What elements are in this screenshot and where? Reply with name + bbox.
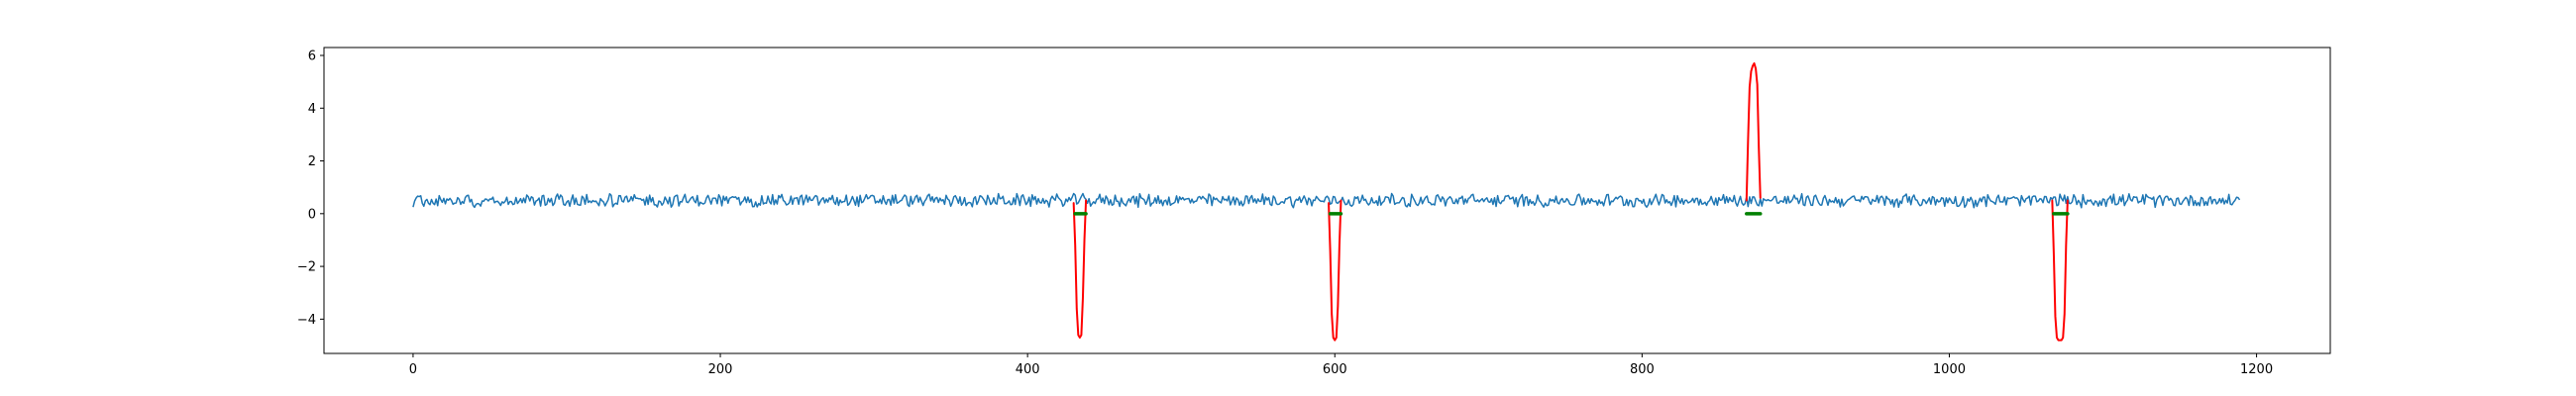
anomaly-line: [1745, 61, 1762, 202]
x-axis: 0 200 400 600 800 1000 1200: [409, 353, 2273, 377]
y-tick-label: 4: [308, 102, 316, 117]
x-tick-label: 0: [409, 362, 417, 377]
series-layer: [412, 61, 2241, 342]
anomaly-line: [1072, 199, 1088, 340]
x-tick-label: 1000: [1933, 362, 1966, 377]
y-tick-label: 2: [308, 154, 316, 169]
y-axis: −4 −2 0 2 4 6: [297, 49, 324, 328]
x-tick-label: 1200: [2240, 362, 2273, 377]
x-tick-label: 800: [1630, 362, 1655, 377]
y-tick-label: 6: [308, 49, 316, 63]
y-tick-label: −2: [297, 260, 316, 275]
y-tick-label: −4: [297, 313, 316, 328]
x-tick-label: 400: [1016, 362, 1040, 377]
y-tick-label: 0: [308, 207, 316, 222]
x-tick-label: 200: [708, 362, 733, 377]
x-tick-label: 600: [1323, 362, 1347, 377]
anomaly-line: [2051, 199, 2069, 342]
signal-line: [412, 192, 2241, 209]
anomaly-line: [1328, 199, 1342, 342]
axes-frame: [323, 47, 2331, 354]
